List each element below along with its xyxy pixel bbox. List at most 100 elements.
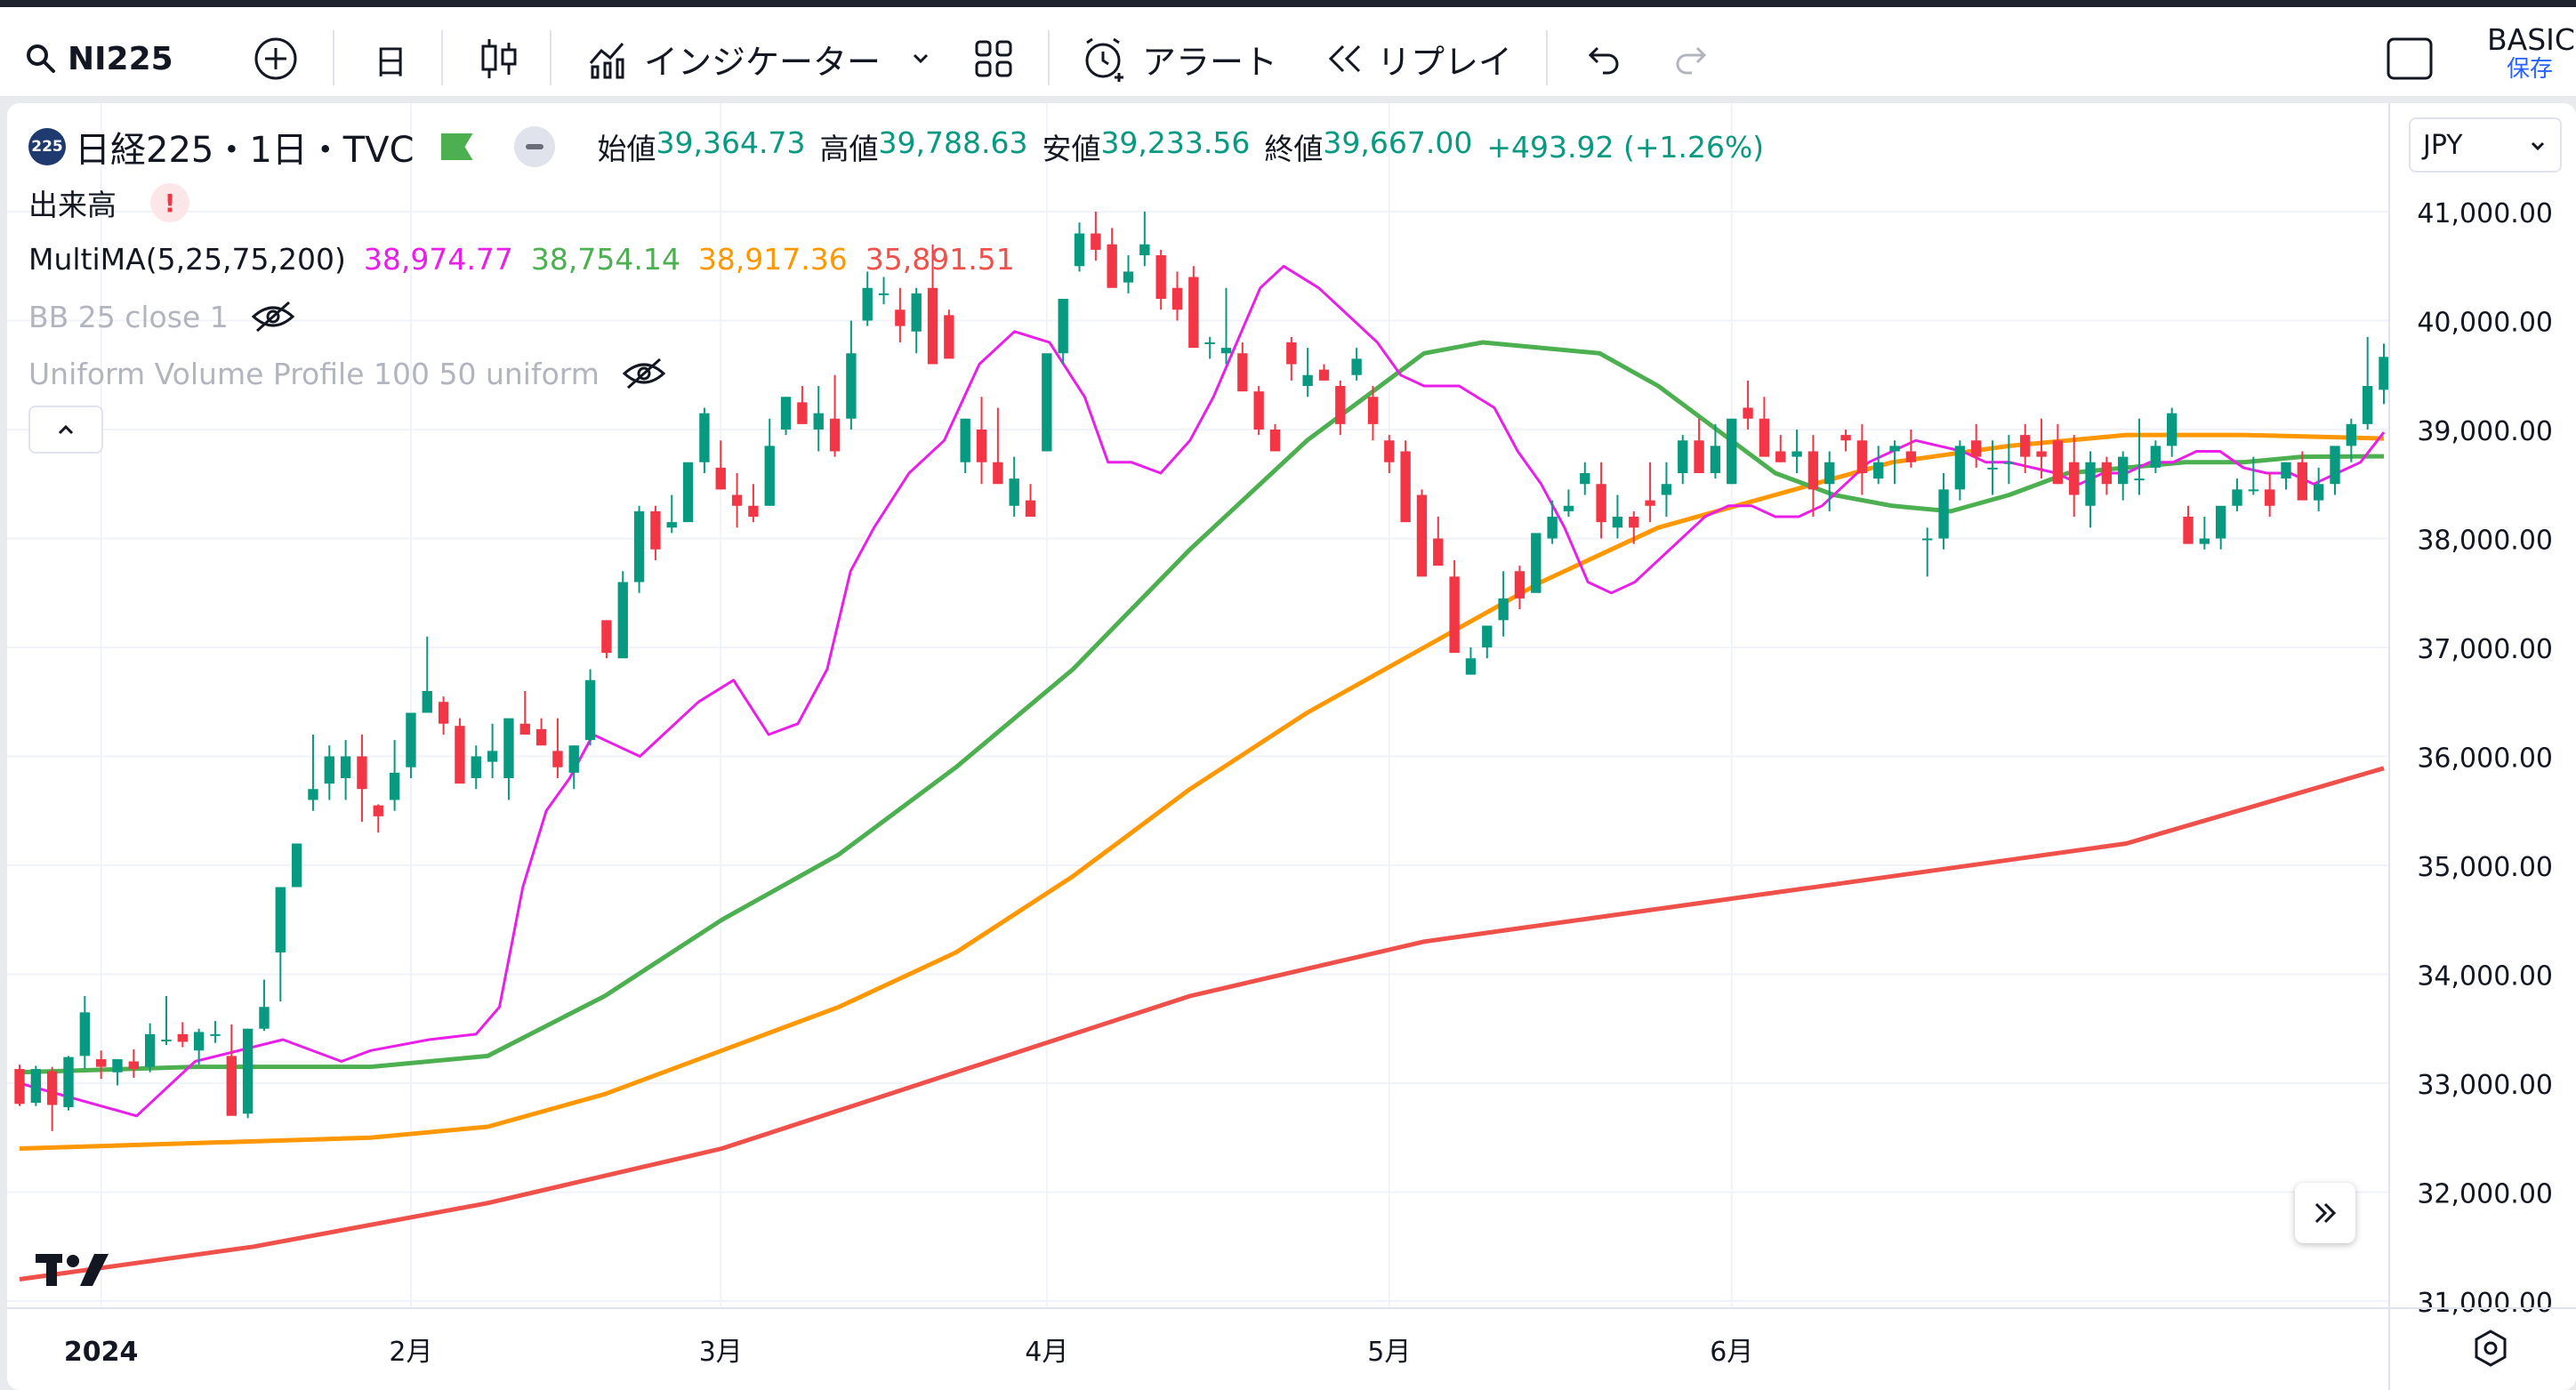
tradingview-logo [32, 1249, 117, 1295]
candle [1058, 299, 1068, 365]
interval-button[interactable]: 日 [374, 14, 407, 103]
candle [1074, 222, 1085, 272]
candle [144, 1023, 156, 1073]
bb-legend[interactable]: BB 25 close 1 [28, 299, 296, 334]
interval-label: 日 [374, 42, 408, 82]
ma75-line [19, 432, 2385, 1151]
toolbar-divider [333, 30, 334, 85]
chart-settings-button[interactable] [2471, 1329, 2510, 1371]
candle [927, 244, 938, 365]
candle [1237, 342, 1248, 392]
ohlc-value: 39,667.00 [1323, 125, 1473, 160]
redo-button[interactable] [1672, 14, 1711, 103]
indicators-label: インジケーター [644, 42, 881, 82]
save-layout-button[interactable]: BASIC 保存 [2487, 25, 2575, 81]
candle [1188, 266, 1199, 349]
price-change: +493.92 (+1.26%) [1486, 129, 1765, 165]
candle [2362, 336, 2373, 430]
candle [406, 712, 416, 778]
candle [1694, 418, 1704, 473]
plus-circle-icon [254, 37, 297, 80]
candle [1922, 527, 1933, 577]
volume-label: 出来高 [28, 188, 117, 222]
volume-profile-legend[interactable]: Uniform Volume Profile 100 50 uniform [28, 356, 667, 391]
x-axis-label: 2024 [64, 1337, 139, 1368]
candle [1759, 397, 1770, 457]
ma200-line [19, 766, 2385, 1282]
candles-icon [481, 39, 517, 78]
candle [357, 735, 367, 822]
candle [2183, 505, 2194, 544]
scroll-to-realtime-button[interactable] [2295, 1183, 2355, 1243]
multima-label: MultiMA(5,25,75,200) [28, 242, 346, 277]
chart-panel[interactable]: 31,000.00 32,000.00 33,000.00 34,000.00 35,0… [7, 103, 2576, 1390]
currency-select[interactable]: JPY [2409, 117, 2562, 173]
price-chart[interactable]: 31,000.00 32,000.00 33,000.00 34,000.00 35,0… [7, 103, 2576, 1390]
collapse-legend-button[interactable] [28, 406, 103, 454]
candle [1563, 489, 1574, 517]
candle [291, 843, 302, 888]
candle [1171, 271, 1183, 321]
candle [1629, 510, 1639, 544]
candle [63, 1056, 74, 1111]
multima-legend[interactable]: MultiMA(5,25,75,200) 38,974.77 38,754.14… [28, 242, 1015, 277]
ma75-value: 38,917.36 [697, 242, 848, 277]
candle [2085, 451, 2096, 528]
candle [1253, 386, 1264, 436]
warning-icon[interactable]: ! [150, 183, 189, 222]
eye-off-icon[interactable] [250, 299, 296, 334]
candle [1954, 440, 1966, 501]
candle [1220, 287, 1232, 365]
candle [519, 691, 530, 735]
candle [14, 1065, 25, 1106]
candle [1612, 494, 1623, 539]
eye-off-icon[interactable] [621, 356, 667, 391]
templates-button[interactable] [973, 14, 1014, 103]
candle [2167, 407, 2178, 457]
candle [568, 745, 579, 790]
fullscreen-button[interactable] [2386, 14, 2434, 103]
search-icon [27, 44, 55, 73]
candle [1856, 423, 1868, 495]
candle [1302, 348, 1313, 398]
candle [1465, 647, 1477, 675]
candle [976, 397, 987, 485]
candle [1971, 423, 1982, 468]
compare-symbol-button[interactable] [253, 14, 299, 103]
candle [1710, 423, 1721, 479]
replay-button[interactable]: リプレイ [1325, 14, 1512, 103]
candle [95, 1050, 107, 1080]
candle [2101, 456, 2113, 495]
x-axis-label: 3月 [699, 1337, 743, 1368]
candle [226, 1024, 237, 1116]
symbol-search-button[interactable]: NI225 [23, 14, 173, 103]
candle [993, 407, 1003, 485]
chart-type-button[interactable] [479, 14, 519, 103]
candle [633, 505, 645, 593]
volume-legend[interactable]: 出来高 ! [28, 181, 189, 224]
y-axis-label: 34,000.00 [2417, 961, 2553, 992]
candle [2313, 467, 2324, 511]
candle [455, 718, 465, 784]
candle [2069, 435, 2080, 517]
candle [1514, 566, 1525, 610]
candle [1775, 435, 1786, 462]
candle [471, 745, 481, 790]
candle [2134, 418, 2145, 495]
candle [275, 887, 286, 1002]
candle [177, 1022, 188, 1048]
currency-label: JPY [2423, 129, 2463, 161]
candle [2330, 446, 2340, 495]
toolbar-divider [1048, 30, 1050, 85]
candle [308, 735, 318, 811]
alert-button[interactable]: アラート [1080, 14, 1277, 103]
candle [30, 1065, 42, 1106]
candle [535, 718, 547, 746]
undo-button[interactable] [1583, 14, 1622, 103]
symbol-label: NI225 [68, 40, 173, 77]
candle [1009, 456, 1019, 517]
minus-circle-icon[interactable] [513, 126, 555, 167]
candle [1743, 380, 1753, 430]
candle [2281, 462, 2291, 490]
indicators-button[interactable]: インジケーター [587, 14, 934, 103]
